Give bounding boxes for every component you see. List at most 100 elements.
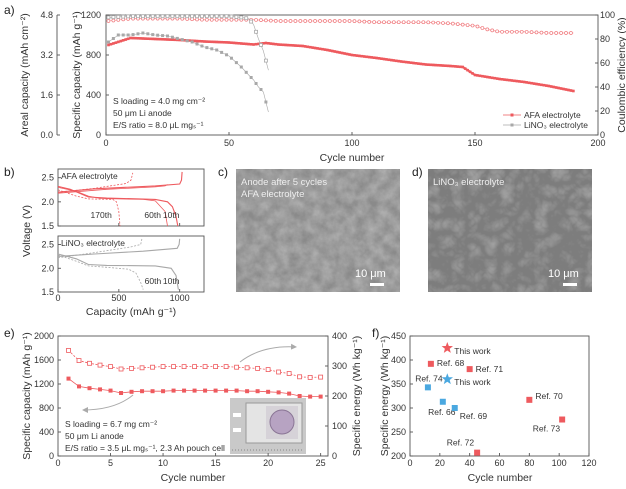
y-tick-label: 20 xyxy=(600,106,610,116)
point-label: Ref. 72 xyxy=(447,438,475,448)
legend-marker xyxy=(510,123,514,127)
data-point xyxy=(131,36,135,40)
y-tick-label: 1200 xyxy=(34,379,54,389)
data-point xyxy=(399,60,403,63)
data-point xyxy=(146,32,150,36)
y-tick-label: 2.0 xyxy=(41,197,54,207)
data-point xyxy=(486,75,489,79)
data-point xyxy=(525,81,528,84)
data-point xyxy=(269,42,273,45)
x-tick-label: 40 xyxy=(465,458,475,468)
data-point xyxy=(244,42,248,46)
data-point xyxy=(257,42,260,46)
data-point xyxy=(220,50,224,54)
data-point xyxy=(106,15,111,20)
x-tick-label: 80 xyxy=(524,458,534,468)
data-point xyxy=(229,14,234,19)
data-point xyxy=(557,86,560,90)
data-point xyxy=(66,347,71,353)
y-tick-label: 2.5 xyxy=(41,173,54,183)
data-point xyxy=(124,38,127,41)
panel-c-label: c) xyxy=(218,165,228,179)
data-point xyxy=(522,80,526,84)
chart-layer: 0 50 100 150 200040080012000204060801000.01.… xyxy=(19,10,626,484)
data-point xyxy=(362,19,367,24)
data-point xyxy=(87,386,92,391)
data-point xyxy=(175,14,180,19)
data-point xyxy=(463,67,467,70)
data-point xyxy=(298,19,303,23)
data-point xyxy=(416,20,421,25)
data-point xyxy=(297,394,302,398)
data-point xyxy=(140,389,145,394)
data-point xyxy=(171,388,176,393)
data-point xyxy=(195,42,199,46)
data-point xyxy=(230,41,233,44)
data-point xyxy=(114,41,118,44)
x-tick-label: 0 xyxy=(55,293,60,303)
annotation: S loading = 4.0 mg cm⁻² xyxy=(113,96,205,106)
data-point xyxy=(195,14,199,19)
data-point xyxy=(131,14,135,19)
data-point xyxy=(166,34,169,38)
data-point xyxy=(417,62,420,65)
data-point xyxy=(249,19,254,24)
y-tick-label: 800 xyxy=(39,403,54,413)
data-point xyxy=(414,62,418,65)
sem-texture xyxy=(428,169,592,292)
data-point xyxy=(426,20,431,25)
data-point xyxy=(517,80,521,83)
x-tick-label: 20 xyxy=(263,458,273,468)
data-point xyxy=(97,362,103,368)
data-point xyxy=(308,19,313,23)
data-point xyxy=(306,45,310,49)
data-point xyxy=(273,19,278,23)
data-point xyxy=(118,366,124,372)
data-point xyxy=(391,20,396,25)
data-point xyxy=(451,21,455,26)
voltage-curve xyxy=(57,253,179,290)
data-point xyxy=(350,53,354,57)
tab-terminal xyxy=(233,428,241,432)
data-point xyxy=(347,19,352,23)
data-point xyxy=(535,82,538,86)
data-point xyxy=(552,85,556,89)
data-point xyxy=(145,14,150,19)
data-point xyxy=(224,17,229,22)
data-point xyxy=(239,65,243,69)
data-point xyxy=(514,29,519,34)
data-point xyxy=(245,389,250,394)
data-point xyxy=(476,74,479,77)
data-point xyxy=(129,365,134,371)
square-marker xyxy=(451,405,458,411)
data-point xyxy=(422,62,425,66)
data-point xyxy=(111,18,116,23)
data-point xyxy=(235,41,238,45)
data-point xyxy=(126,14,131,19)
data-point xyxy=(144,37,147,40)
data-point xyxy=(224,14,229,19)
data-point xyxy=(348,53,351,56)
data-point xyxy=(209,14,214,19)
x-tick-label: 1000 xyxy=(170,293,190,303)
data-point xyxy=(106,19,111,23)
arrow-to-right-axis xyxy=(239,343,297,363)
x-axis-label: Cycle number xyxy=(320,152,385,164)
data-point xyxy=(397,59,401,63)
data-point xyxy=(195,39,199,43)
y-axis-label: Specific capacity (mAh g⁻¹) xyxy=(71,11,83,139)
areal-tick-label: 3.2 xyxy=(40,50,53,60)
data-point xyxy=(140,14,145,19)
x-tick-label: 0 xyxy=(103,138,108,148)
data-point xyxy=(249,76,253,79)
square-marker xyxy=(427,360,434,367)
data-point xyxy=(490,76,494,80)
data-point xyxy=(465,23,470,27)
data-point xyxy=(263,58,268,63)
data-point xyxy=(190,17,194,22)
data-point xyxy=(466,68,469,72)
data-point xyxy=(500,29,504,34)
data-point xyxy=(534,30,539,35)
data-point xyxy=(382,20,386,25)
data-point xyxy=(156,37,159,41)
